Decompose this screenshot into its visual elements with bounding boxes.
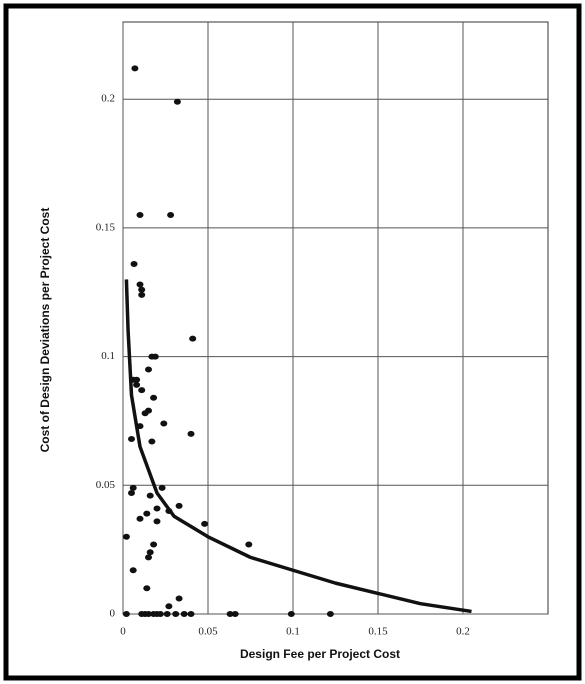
data-point: [141, 410, 149, 417]
data-point: [138, 291, 146, 298]
data-point: [172, 611, 180, 617]
y-tick-label: 0: [110, 608, 116, 620]
data-point: [165, 603, 173, 610]
x-axis-label: Design Fee per Project Cost: [240, 647, 400, 661]
data-point: [128, 435, 135, 442]
data-point: [189, 335, 197, 342]
data-point: [231, 611, 239, 617]
fit-curve: [124, 279, 472, 614]
data-point: [151, 353, 159, 360]
x-tick-label: 0.05: [198, 626, 218, 638]
data-point: [122, 533, 130, 540]
y-tick-label: 0.15: [96, 221, 116, 233]
y-tick-label: 0.2: [101, 93, 115, 105]
data-point: [143, 585, 151, 592]
data-point: [146, 492, 154, 499]
data-point: [136, 281, 144, 288]
data-point: [146, 549, 154, 556]
data-point: [153, 518, 161, 525]
y-axis-label: Cost of Design Deviations per Project Co…: [38, 208, 52, 453]
x-tick-label: 0: [120, 626, 126, 638]
y-tick-label: 0.1: [101, 350, 115, 362]
frame: [3, 3, 582, 681]
data-point: [180, 611, 188, 617]
data-point: [148, 438, 156, 445]
data-point: [153, 505, 161, 512]
data-point: [131, 65, 139, 72]
data-point: [150, 394, 158, 401]
data-point: [150, 541, 158, 548]
data-point: [226, 611, 234, 617]
x-tick-label: 0.2: [456, 626, 470, 638]
data-point: [138, 387, 146, 394]
data-point: [129, 484, 137, 491]
data-point: [163, 611, 171, 617]
x-tick-label: 0.1: [286, 626, 300, 638]
x-tick-label: 0.15: [368, 626, 388, 638]
data-point: [138, 286, 146, 293]
data-point: [287, 611, 295, 617]
data-point: [130, 260, 138, 267]
data-point: [175, 502, 183, 509]
data-point: [145, 554, 152, 561]
data-point: [129, 567, 137, 574]
data-point: [156, 611, 164, 617]
data-point: [136, 515, 144, 522]
data-point: [128, 490, 135, 497]
data-point: [122, 611, 130, 617]
data-point: [136, 212, 144, 219]
data-point: [145, 366, 152, 373]
data-point: [167, 212, 175, 219]
data-point: [145, 611, 152, 617]
data-point: [173, 98, 181, 105]
data-point: [143, 510, 151, 517]
y-tick-label: 0.05: [96, 479, 116, 491]
data-point: [326, 611, 334, 617]
data-point: [175, 595, 183, 602]
data-point: [160, 420, 168, 427]
data-point: [133, 381, 141, 388]
data-point: [245, 541, 253, 548]
data-point: [133, 376, 141, 383]
data-point: [187, 430, 195, 437]
data-point: [158, 484, 166, 491]
data-point: [201, 520, 209, 527]
data-point: [187, 611, 195, 617]
